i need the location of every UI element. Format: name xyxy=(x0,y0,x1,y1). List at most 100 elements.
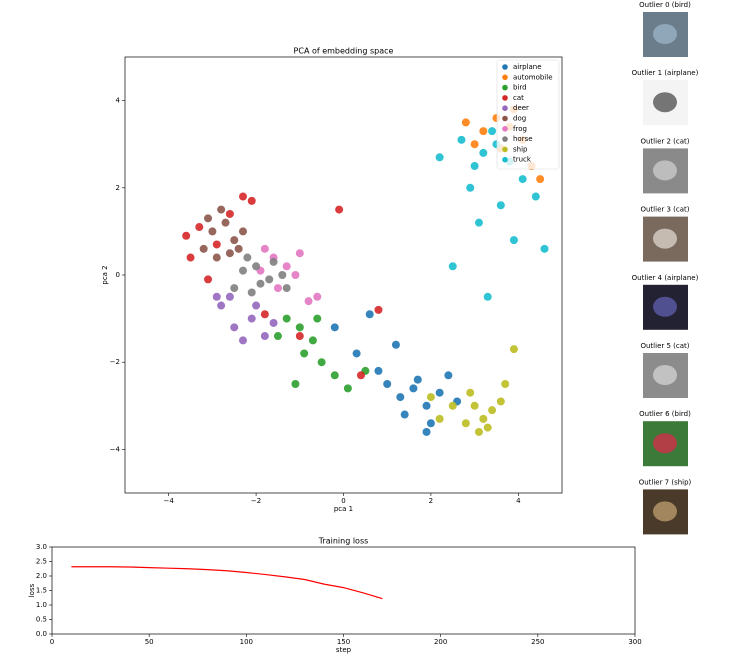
scatter-point xyxy=(225,249,234,258)
y-tick-label: 2.0 xyxy=(36,572,47,580)
legend-box xyxy=(496,59,560,170)
scatter-point xyxy=(195,223,204,232)
scatter-point xyxy=(230,284,239,293)
legend-marker xyxy=(502,156,508,163)
legend-label: automobile xyxy=(513,73,553,81)
outlier-title: Outlier 1 (airplane) xyxy=(632,69,699,77)
scatter-point xyxy=(409,384,418,393)
scatter-point xyxy=(466,388,475,397)
legend-marker xyxy=(502,74,508,81)
scatter-point xyxy=(247,314,256,323)
x-tick-label: 100 xyxy=(240,638,253,646)
scatter-point xyxy=(474,218,483,227)
legend-marker xyxy=(502,64,508,70)
scatter-point xyxy=(483,423,492,432)
scatter-point xyxy=(273,284,282,293)
scatter-point xyxy=(509,236,518,245)
x-tick-label: −2 xyxy=(251,497,261,505)
scatter-point xyxy=(252,301,261,310)
legend-label: bird xyxy=(513,84,527,92)
scatter-point xyxy=(383,380,392,388)
x-tick-label: 50 xyxy=(145,638,154,646)
scatter-point xyxy=(269,257,278,266)
legend-marker xyxy=(502,126,508,132)
scatter-point xyxy=(365,310,374,319)
scatter-point xyxy=(304,297,313,306)
x-tick-label: 0 xyxy=(50,638,54,646)
outlier-image-detail xyxy=(653,365,677,385)
scatter-point xyxy=(496,201,505,210)
scatter-point xyxy=(496,397,505,406)
outlier-title: Outlier 2 (cat) xyxy=(640,137,689,145)
scatter-point xyxy=(488,127,497,136)
scatter-point xyxy=(448,262,457,271)
outlier-title: Outlier 4 (airplane) xyxy=(632,274,699,282)
scatter-point xyxy=(356,371,365,380)
scatter-point xyxy=(374,366,383,375)
scatter-point xyxy=(300,349,309,358)
scatter-point xyxy=(291,271,300,279)
x-tick-label: 250 xyxy=(531,638,544,646)
outlier-image-detail xyxy=(653,92,677,113)
scatter-point xyxy=(256,279,265,288)
y-tick-label: 0.0 xyxy=(36,630,47,638)
scatter-point xyxy=(422,401,431,410)
scatter-point xyxy=(260,310,269,319)
x-tick-label: 200 xyxy=(434,638,447,646)
y-axis-label: loss xyxy=(28,583,36,597)
x-tick-label: 4 xyxy=(516,497,521,505)
scatter-point xyxy=(182,231,191,240)
y-tick-label: 2.5 xyxy=(36,558,47,566)
scatter-point xyxy=(238,192,247,201)
scatter-point xyxy=(479,127,488,136)
scatter-point xyxy=(204,275,213,284)
scatter-point xyxy=(269,318,278,327)
scatter-point xyxy=(536,175,545,184)
y-tick-label: 4 xyxy=(116,97,121,105)
scatter-point xyxy=(230,236,239,245)
scatter-point xyxy=(308,336,317,345)
outlier-title: Outlier 6 (bird) xyxy=(639,410,691,418)
legend-marker xyxy=(502,84,508,91)
x-tick-label: 300 xyxy=(628,638,641,646)
scatter-point xyxy=(282,284,291,293)
scatter-point xyxy=(313,292,322,301)
outlier-image-detail xyxy=(653,160,677,181)
scatter-point xyxy=(273,332,282,341)
scatter-point xyxy=(204,214,213,223)
scatter-point xyxy=(335,205,344,214)
scatter-point xyxy=(509,345,518,354)
scatter-point xyxy=(413,375,422,384)
scatter-point xyxy=(238,227,247,236)
scatter-point xyxy=(295,323,304,332)
scatter-point xyxy=(488,406,497,415)
legend-marker xyxy=(502,105,508,111)
scatter-point xyxy=(474,427,483,436)
outlier-image-detail xyxy=(653,501,677,522)
outlier-image-detail xyxy=(653,296,677,317)
y-tick-label: 2 xyxy=(116,184,120,192)
legend-label: truck xyxy=(513,156,532,164)
scatter-point xyxy=(422,427,431,436)
scatter-point xyxy=(400,410,409,419)
x-tick-label: 2 xyxy=(429,497,433,505)
scatter-point xyxy=(470,401,479,410)
scatter-point xyxy=(221,218,230,227)
scatter-point xyxy=(448,401,457,410)
y-tick-label: −4 xyxy=(110,445,121,453)
scatter-point xyxy=(295,249,304,258)
scatter-point xyxy=(461,118,470,127)
scatter-point xyxy=(225,292,234,301)
outlier-image-detail xyxy=(653,228,677,249)
y-tick-label: −2 xyxy=(110,358,120,366)
scatter-point xyxy=(291,380,300,388)
scatter-point xyxy=(330,323,339,332)
scatter-point xyxy=(243,253,252,262)
legend-label: cat xyxy=(513,94,524,102)
legend-marker xyxy=(502,146,508,153)
scatter-point xyxy=(479,148,488,157)
scatter-point xyxy=(457,135,466,144)
scatter-point xyxy=(217,301,226,310)
scatter-point xyxy=(501,380,510,388)
scatter-point xyxy=(238,266,247,275)
